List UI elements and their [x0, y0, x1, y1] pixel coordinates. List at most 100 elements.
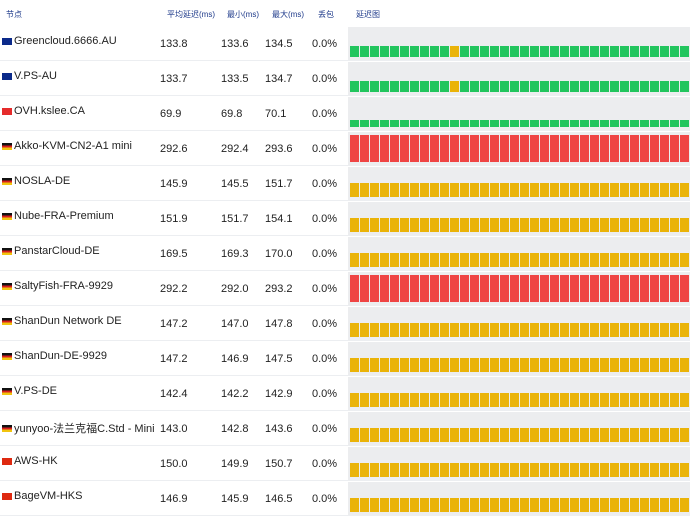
- latency-bar: [360, 120, 369, 127]
- latency-bar: [390, 498, 399, 512]
- latency-bar: [560, 275, 569, 302]
- latency-bar: [350, 81, 359, 92]
- latency-bar: [650, 218, 659, 232]
- latency-bar: [460, 323, 469, 337]
- latency-bar: [660, 498, 669, 512]
- latency-bar: [550, 253, 559, 267]
- latency-bar: [640, 275, 649, 302]
- latency-bar: [590, 253, 599, 267]
- latency-bars: [350, 218, 690, 232]
- latency-bar: [540, 135, 549, 162]
- latency-bar: [430, 323, 439, 337]
- latency-bar: [570, 275, 579, 302]
- latency-bar: [680, 358, 689, 372]
- latency-graph: [348, 167, 690, 200]
- min-latency: 142.2: [221, 388, 249, 400]
- latency-bar: [360, 218, 369, 232]
- latency-bar: [360, 323, 369, 337]
- latency-bar: [390, 46, 399, 57]
- latency-bar: [420, 218, 429, 232]
- latency-graph: [348, 307, 690, 340]
- table-row[interactable]: V.PS-AU 133.7 133.5 134.7 0.0%: [0, 61, 690, 96]
- latency-bar: [570, 428, 579, 442]
- latency-bar: [440, 120, 449, 127]
- table-row[interactable]: NOSLA-DE 145.9 145.5 151.7 0.0%: [0, 166, 690, 201]
- latency-bar: [580, 253, 589, 267]
- table-row[interactable]: ShanDun Network DE 147.2 147.0 147.8 0.0…: [0, 306, 690, 341]
- latency-bar: [420, 135, 429, 162]
- max-latency: 293.6: [265, 143, 293, 155]
- latency-bar: [500, 46, 509, 57]
- min-latency: 149.9: [221, 458, 249, 470]
- latency-bar: [410, 463, 419, 477]
- flag-de-icon: [2, 212, 12, 220]
- latency-bar: [410, 135, 419, 162]
- table-row[interactable]: Akko-KVM-CN2-A1 mini 292.6 292.4 293.6 0…: [0, 131, 690, 166]
- table-row[interactable]: Nube-FRA-Premium 151.9 151.7 154.1 0.0%: [0, 201, 690, 236]
- node-name: PanstarCloud-DE: [14, 245, 100, 257]
- latency-bar: [600, 218, 609, 232]
- latency-bar: [570, 393, 579, 407]
- latency-bar: [450, 183, 459, 197]
- table-row[interactable]: yunyoo-法兰克福C.Std - Mini 143.0 142.8 143.…: [0, 411, 690, 446]
- latency-bar: [480, 428, 489, 442]
- table-row[interactable]: Greencloud.6666.AU 133.8 133.6 134.5 0.0…: [0, 26, 690, 61]
- table-row[interactable]: PanstarCloud-DE 169.5 169.3 170.0 0.0%: [0, 236, 690, 271]
- latency-bar: [420, 498, 429, 512]
- table-row[interactable]: V.PS-DE 142.4 142.2 142.9 0.0%: [0, 376, 690, 411]
- table-row[interactable]: ShanDun-DE-9929 147.2 146.9 147.5 0.0%: [0, 341, 690, 376]
- latency-bar: [440, 46, 449, 57]
- min-latency: 292.4: [221, 143, 249, 155]
- latency-bar: [520, 81, 529, 92]
- latency-bar: [510, 393, 519, 407]
- latency-bars: [350, 358, 690, 372]
- latency-graph: [348, 272, 690, 305]
- table-header: 节点 平均延迟(ms) 最小(ms) 最大(ms) 丢包 延迟图: [0, 0, 690, 26]
- table-row[interactable]: OVH.kslee.CA 69.9 69.8 70.1 0.0%: [0, 96, 690, 131]
- latency-bar: [480, 498, 489, 512]
- max-latency: 146.5: [265, 493, 293, 505]
- latency-bar: [500, 463, 509, 477]
- header-max: 最大(ms): [272, 10, 304, 19]
- latency-bar: [510, 463, 519, 477]
- latency-bar: [350, 253, 359, 267]
- latency-bar: [640, 498, 649, 512]
- table-row[interactable]: BageVM-HKS 146.9 145.9 146.5 0.0%: [0, 481, 690, 516]
- latency-bar: [490, 463, 499, 477]
- latency-bar: [400, 135, 409, 162]
- latency-bar: [510, 183, 519, 197]
- flag-de-icon: [2, 177, 12, 185]
- latency-bar: [570, 120, 579, 127]
- latency-bar: [610, 358, 619, 372]
- table-row[interactable]: AWS-HK 150.0 149.9 150.7 0.0%: [0, 446, 690, 481]
- latency-bar: [680, 218, 689, 232]
- node-name: Nube-FRA-Premium: [14, 210, 114, 222]
- latency-bar: [530, 323, 539, 337]
- latency-bar: [470, 81, 479, 92]
- latency-bar: [350, 323, 359, 337]
- latency-bar: [650, 428, 659, 442]
- node-name-cell: ShanDun-DE-9929: [2, 350, 107, 362]
- avg-latency: 147.2: [160, 353, 188, 365]
- latency-bar: [520, 393, 529, 407]
- flag-de-icon: [2, 352, 12, 360]
- latency-bar: [410, 218, 419, 232]
- latency-bar: [510, 253, 519, 267]
- latency-graph: [348, 237, 690, 270]
- latency-bar: [520, 498, 529, 512]
- table-row[interactable]: SaltyFish-FRA-9929 292.2 292.0 293.2 0.0…: [0, 271, 690, 306]
- latency-bar: [640, 218, 649, 232]
- latency-bar: [370, 81, 379, 92]
- latency-bar: [600, 358, 609, 372]
- latency-bar: [560, 358, 569, 372]
- node-name: yunyoo-法兰克福C.Std - Mini: [14, 423, 155, 435]
- avg-latency: 147.2: [160, 318, 188, 330]
- latency-bar: [450, 120, 459, 127]
- latency-bar: [510, 81, 519, 92]
- latency-bar: [380, 323, 389, 337]
- latency-bar: [560, 46, 569, 57]
- latency-bar: [660, 323, 669, 337]
- latency-bar: [560, 120, 569, 127]
- latency-bars: [350, 120, 690, 127]
- flag-de-icon: [2, 282, 12, 290]
